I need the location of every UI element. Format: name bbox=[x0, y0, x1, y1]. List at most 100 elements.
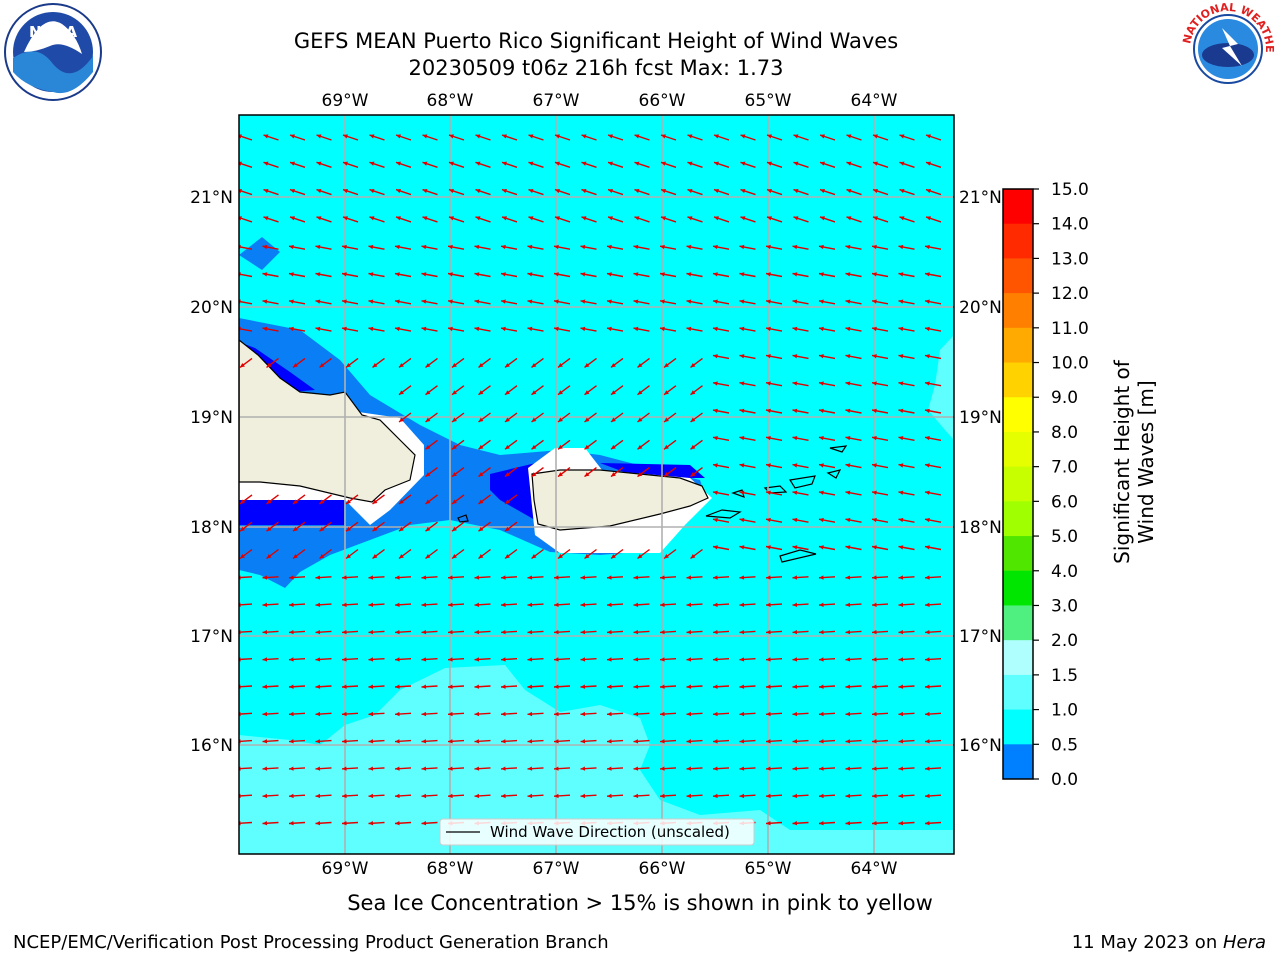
colorbar-segment bbox=[1003, 640, 1033, 676]
lat-label-left: 20°N bbox=[190, 298, 233, 318]
wave-direction-arrow bbox=[557, 439, 571, 450]
wave-direction-arrow bbox=[527, 575, 544, 580]
wave-direction-arrow bbox=[712, 326, 730, 332]
wave-direction-arrow bbox=[341, 299, 359, 305]
wave-direction-arrow bbox=[394, 684, 412, 689]
wave-direction-arrow bbox=[421, 711, 438, 717]
wave-direction-arrow bbox=[633, 711, 650, 717]
wave-direction-arrow bbox=[871, 684, 889, 689]
wave-direction-arrow bbox=[818, 326, 836, 332]
wave-direction-arrow bbox=[580, 602, 597, 607]
wave-direction-arrow bbox=[659, 629, 677, 635]
wave-direction-arrow bbox=[474, 575, 491, 580]
wave-direction-arrow bbox=[315, 299, 332, 305]
wave-direction-arrow bbox=[610, 412, 624, 423]
wave-direction-arrow bbox=[527, 739, 544, 744]
wave-direction-arrow bbox=[319, 357, 332, 368]
colorbar-segment bbox=[1003, 570, 1033, 606]
wave-direction-arrow bbox=[527, 326, 544, 332]
wave-direction-arrow bbox=[739, 463, 756, 469]
wave-direction-arrow bbox=[818, 684, 836, 689]
wave-direction-arrow bbox=[369, 161, 385, 168]
wave-direction-arrow bbox=[765, 381, 783, 387]
wave-direction-arrow bbox=[581, 188, 597, 196]
footer-right: 11 May 2023 on Hera bbox=[1072, 932, 1266, 953]
wave-direction-arrow bbox=[478, 385, 491, 396]
wave-direction-arrow bbox=[686, 711, 703, 717]
wave-direction-arrow bbox=[288, 244, 306, 250]
wave-direction-arrow bbox=[633, 739, 650, 744]
colorbar-tick-label: 0.5 bbox=[1051, 735, 1078, 755]
noaa-logo-text: NOAA bbox=[29, 23, 78, 41]
wave-direction-arrow bbox=[262, 657, 279, 662]
wave-direction-arrow bbox=[500, 299, 518, 305]
map-legend: Wind Wave Direction (unscaled) bbox=[439, 818, 755, 846]
wave-direction-arrow bbox=[792, 657, 809, 662]
wave-direction-arrow bbox=[368, 629, 385, 635]
wave-direction-arrow bbox=[659, 244, 677, 250]
wave-direction-arrow bbox=[739, 435, 756, 441]
wave-direction-arrow bbox=[898, 575, 915, 580]
wave-direction-arrow bbox=[580, 766, 597, 771]
light-wave-east bbox=[928, 335, 954, 440]
wave-direction-arrow bbox=[607, 188, 624, 196]
wave-direction-arrow bbox=[633, 575, 650, 580]
legend-label: Wind Wave Direction (unscaled) bbox=[490, 823, 730, 841]
map-frame bbox=[238, 114, 955, 855]
wave-direction-arrow bbox=[239, 521, 253, 532]
wave-direction-arrow bbox=[660, 134, 677, 141]
wave-direction-arrow bbox=[818, 821, 836, 826]
wave-direction-arrow bbox=[818, 739, 836, 744]
wave-direction-arrow bbox=[580, 684, 597, 689]
wave-direction-arrow bbox=[924, 244, 942, 250]
wave-direction-arrow bbox=[818, 575, 836, 580]
wave-direction-arrow bbox=[739, 517, 756, 523]
wave-direction-arrow bbox=[924, 739, 942, 744]
wave-direction-arrow bbox=[474, 629, 491, 635]
colorbar-tick-label: 8.0 bbox=[1051, 423, 1078, 443]
wave-direction-arrow bbox=[368, 793, 385, 799]
wave-direction-arrow bbox=[871, 381, 889, 387]
wave-direction-arrow bbox=[659, 684, 677, 689]
wave-direction-arrow bbox=[899, 188, 915, 196]
wave-direction-arrow bbox=[447, 244, 465, 250]
wave-direction-arrow bbox=[584, 412, 597, 423]
wave-direction-arrow bbox=[584, 385, 597, 396]
wave-direction-arrow bbox=[345, 548, 359, 560]
wave-direction-arrow bbox=[871, 272, 889, 278]
wave-direction-arrow bbox=[292, 357, 306, 368]
wave-direction-arrow bbox=[871, 545, 889, 551]
wave-direction-arrow bbox=[739, 490, 756, 496]
wave-direction-arrow bbox=[239, 357, 253, 368]
wave-direction-arrow bbox=[898, 381, 915, 387]
wave-direction-arrow bbox=[606, 766, 624, 771]
wave-direction-arrow bbox=[528, 188, 544, 196]
wave-direction-arrow bbox=[871, 739, 889, 744]
wave-direction-arrow bbox=[315, 575, 332, 580]
wave-direction-arrow bbox=[315, 629, 332, 635]
wave-direction-arrow bbox=[871, 793, 889, 799]
wave-direction-arrow bbox=[500, 602, 518, 607]
wave-direction-arrow bbox=[659, 793, 677, 799]
wave-direction-arrow bbox=[394, 244, 412, 250]
wave-direction-arrow bbox=[342, 161, 359, 168]
wave-direction-arrow bbox=[739, 657, 756, 662]
wave-direction-arrow bbox=[531, 412, 544, 423]
wave-direction-arrow bbox=[845, 244, 862, 250]
wave-direction-arrow bbox=[793, 161, 809, 168]
lon-label-bottom: 66°W bbox=[639, 859, 686, 879]
wave-direction-arrow bbox=[818, 602, 836, 607]
wave-direction-arrow bbox=[447, 629, 465, 635]
wave-direction-arrow bbox=[765, 354, 783, 360]
island-vieques bbox=[705, 509, 742, 519]
wave-direction-arrow bbox=[341, 766, 359, 771]
wave-direction-arrow bbox=[663, 467, 677, 478]
colorbar: 15.0 14.0 13.0 12.0 11.0 10.0 9.0 8.0 7.0 6.0 5.0 4… bbox=[1002, 180, 1089, 790]
colorbar-segment bbox=[1003, 709, 1033, 745]
wave-direction-arrow bbox=[319, 521, 332, 532]
wind-wave-arrows bbox=[239, 134, 942, 826]
wave-direction-arrow bbox=[447, 766, 465, 771]
wave-direction-arrow bbox=[447, 711, 465, 717]
wave-direction-arrow bbox=[425, 548, 438, 560]
wave-direction-arrow bbox=[394, 575, 412, 580]
